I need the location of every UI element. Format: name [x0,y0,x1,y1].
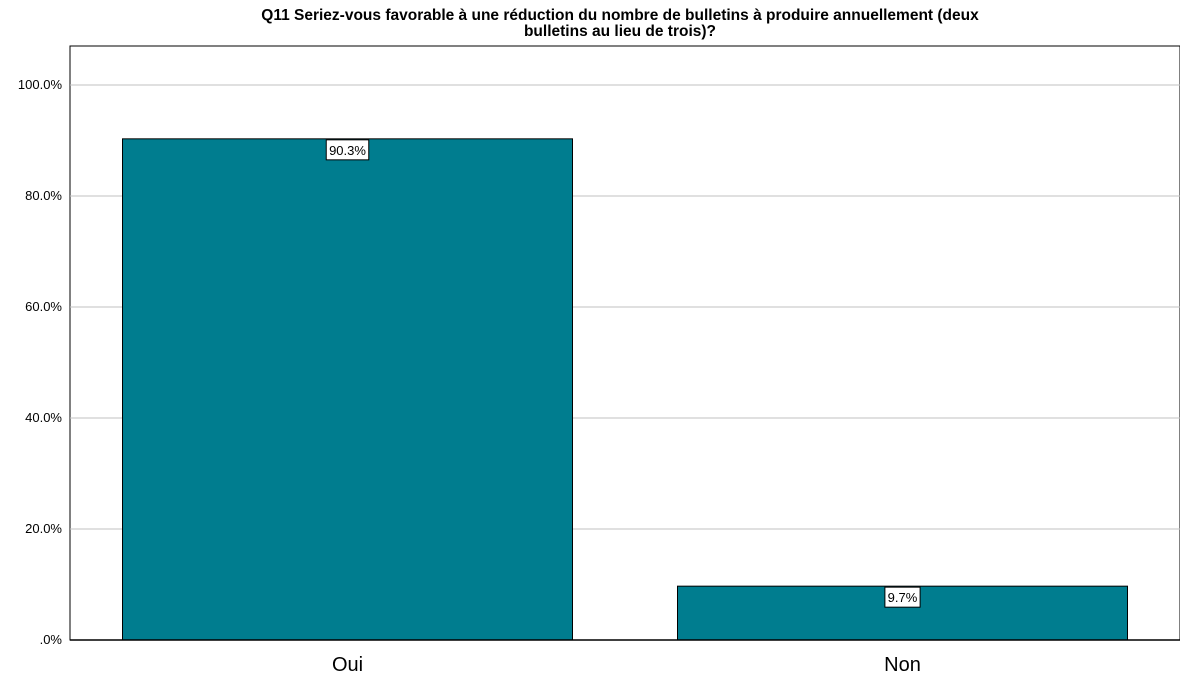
data-label: 9.7% [888,590,918,605]
y-tick-label: 100.0% [18,77,63,92]
y-tick-label: 80.0% [25,188,62,203]
bar-oui [122,138,573,641]
bars [122,138,1128,641]
chart-title-line-1: Q11 Seriez-vous favorable à une réductio… [261,7,979,24]
y-tick-label: 60.0% [25,299,62,314]
data-label: 90.3% [329,143,366,158]
x-category-label: Oui [332,654,363,675]
data-label-box [884,586,921,608]
x-axis-category-labels: Oui Non [332,654,921,675]
chart-title-line-2: bulletins au lieu de trois)? [523,23,717,40]
data-label-box [325,139,370,161]
y-tick-label: 20.0% [25,521,62,536]
y-axis-tick-labels: .0% 20.0% 40.0% 60.0% 80.0% 100.0% [18,77,63,647]
y-tick-label: .0% [40,632,63,647]
chart-title: Q11 Seriez-vous favorable à une réductio… [0,8,1180,40]
data-labels: 90.3% 9.7% [325,139,921,608]
y-tick-label: 40.0% [25,410,62,425]
x-category-label: Non [884,654,921,675]
